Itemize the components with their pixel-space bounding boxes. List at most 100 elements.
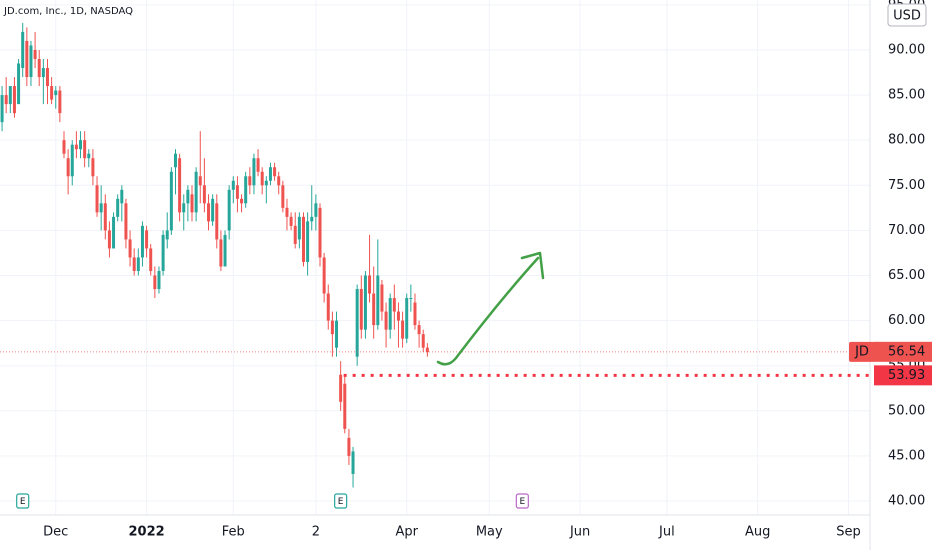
candle-body [355, 289, 359, 357]
candle-body [343, 383, 347, 429]
candle-body [12, 86, 16, 114]
earnings-marker [334, 493, 348, 509]
candle-body [268, 167, 272, 181]
candle-body [25, 40, 29, 78]
candle-body [330, 320, 334, 335]
candle-body [136, 257, 140, 271]
candle-body [149, 248, 153, 271]
y-tick-label: 40.00 [888, 494, 925, 509]
candle-body [351, 451, 355, 474]
x-tick-label: Feb [222, 525, 245, 540]
candle-body [99, 203, 103, 213]
candle-body [95, 185, 99, 213]
candle-body [248, 176, 252, 186]
candle-body [8, 86, 12, 105]
candle-body [421, 334, 425, 348]
candle-body [264, 180, 268, 186]
y-tick-label: 60.00 [888, 313, 925, 328]
candle-body [107, 230, 111, 249]
candle-body [66, 158, 70, 177]
candle-body [87, 153, 91, 159]
candle-body [169, 171, 173, 231]
candle-body [223, 234, 227, 267]
candle-body [417, 325, 421, 335]
candle-body [112, 216, 116, 249]
candle-body [368, 275, 372, 294]
candle-body [190, 194, 194, 213]
candle-body [37, 58, 41, 78]
y-tick-label: 45.00 [888, 448, 925, 463]
candle-body [396, 311, 400, 321]
candle-body [235, 185, 239, 199]
candle-body [186, 189, 190, 204]
candle-body [231, 180, 235, 190]
candle-body [33, 49, 37, 59]
price-label-box [874, 341, 932, 362]
candle-body [409, 298, 413, 300]
currency[interactable]: USD [893, 9, 921, 24]
candle-body [339, 374, 343, 402]
candle-body [405, 298, 409, 339]
candle-body [153, 275, 157, 290]
arrow-head [520, 251, 545, 280]
candle-body [310, 216, 314, 222]
candle-body [388, 298, 392, 330]
candle-body [120, 189, 124, 204]
candle-body [62, 140, 66, 154]
candle-body [227, 189, 231, 231]
candle-body [45, 68, 49, 87]
candle-body [301, 216, 305, 262]
y-tick-label: 90.00 [888, 42, 925, 57]
x-tick-label: Apr [395, 525, 418, 540]
candle-body [244, 176, 248, 204]
candle-body [318, 207, 322, 258]
candle-body [240, 198, 244, 204]
earnings-label: E [519, 497, 525, 507]
candle-body [178, 158, 182, 213]
candle-body [58, 90, 62, 114]
x-tick-label: Dec [43, 525, 68, 540]
candle-body [140, 225, 144, 258]
candle-body [219, 239, 223, 267]
candle-body [297, 216, 301, 240]
candle-body [161, 234, 165, 271]
earnings-label: E [338, 497, 344, 507]
candle-body [50, 86, 54, 100]
currency-box[interactable] [887, 3, 927, 27]
plot [0, 22, 870, 488]
candle-body [194, 171, 198, 213]
candle-body [326, 293, 330, 321]
candle-body [401, 320, 405, 339]
arrow [436, 256, 540, 366]
candle-body [384, 311, 388, 330]
candle-body [207, 203, 211, 222]
grid [0, 0, 870, 515]
candle-body [145, 230, 149, 249]
candle-body [157, 270, 161, 290]
y-tick-label: 70.00 [888, 223, 925, 238]
price-name-box [849, 341, 875, 362]
axes: 40.0045.0050.0055.0060.0065.0070.0075.00… [43, 0, 925, 540]
candle-body [273, 167, 277, 177]
level-label: 53.93 [888, 368, 925, 383]
candle-body [132, 257, 136, 271]
candle-body [215, 203, 219, 240]
y-tick-label: 80.00 [888, 133, 925, 148]
x-tick-label: Jul [658, 525, 675, 540]
candle-body [359, 289, 363, 330]
candle-body [17, 63, 21, 105]
candle-body [74, 144, 78, 150]
x-tick-label: Aug [745, 525, 770, 540]
candle-body [128, 239, 132, 258]
candle-body [70, 144, 74, 177]
candle-body [425, 347, 429, 353]
candle-body [376, 275, 380, 326]
x-tick-label: Jun [569, 525, 590, 540]
candle-body [103, 203, 107, 231]
candle-body [124, 203, 128, 240]
candle-body [4, 95, 8, 105]
y-tick-label: 50.00 [888, 403, 925, 418]
candle-body [285, 207, 289, 217]
candle-body [335, 320, 339, 348]
